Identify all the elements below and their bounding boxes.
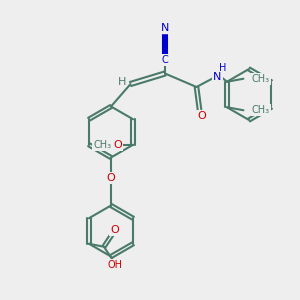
Text: OH: OH bbox=[107, 260, 122, 270]
Text: N: N bbox=[213, 71, 222, 82]
Text: O: O bbox=[106, 173, 116, 183]
Text: N: N bbox=[161, 23, 169, 33]
Text: H: H bbox=[118, 76, 126, 87]
Text: H: H bbox=[219, 63, 226, 74]
Text: O: O bbox=[110, 225, 119, 235]
Text: CH₃: CH₃ bbox=[252, 74, 270, 84]
Text: CH₃: CH₃ bbox=[93, 140, 111, 150]
Text: O: O bbox=[113, 140, 122, 150]
Text: O: O bbox=[197, 111, 206, 121]
Text: C: C bbox=[162, 55, 168, 65]
Text: CH₃: CH₃ bbox=[252, 105, 270, 115]
